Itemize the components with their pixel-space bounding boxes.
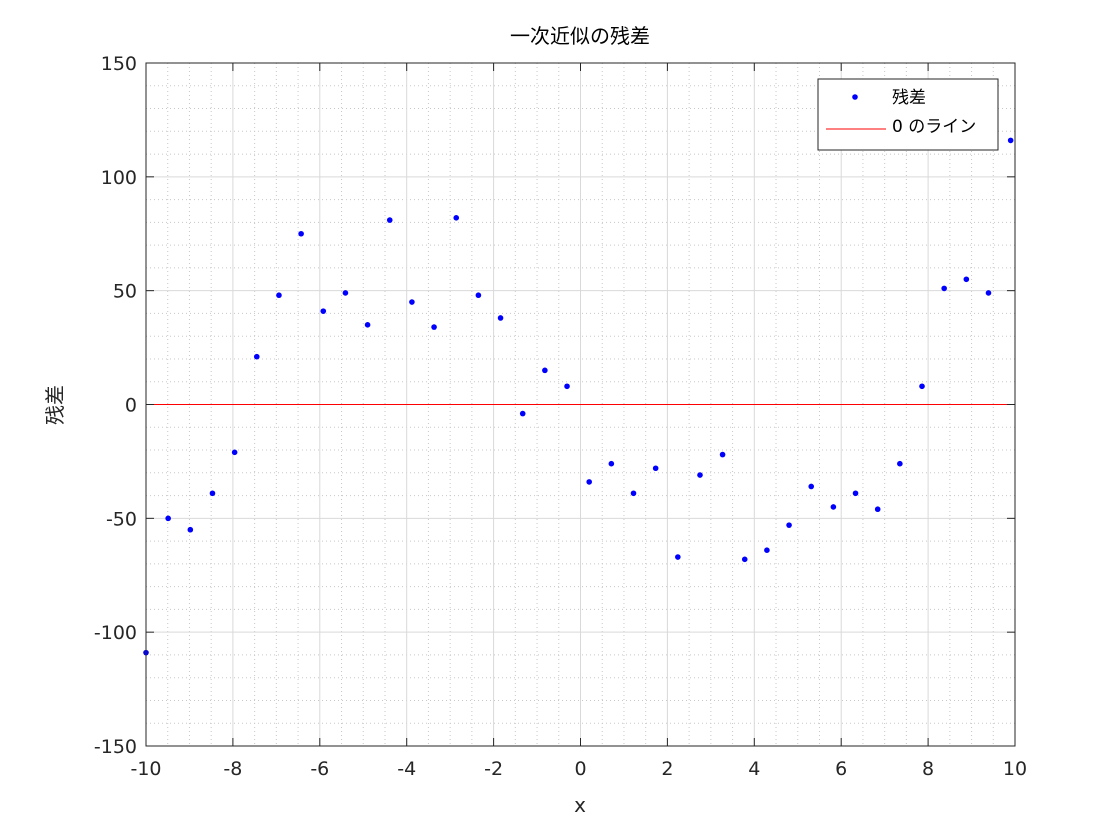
x-tick-label: -8 [223, 758, 242, 780]
residual-point [386, 217, 393, 223]
y-tick-label: 50 [113, 281, 137, 303]
residual-point [630, 490, 637, 497]
x-axis-label: x [574, 793, 586, 817]
x-tick-label: -10 [130, 758, 161, 780]
x-axis-ticks: -10 -8 -6 -4 -2 0 2 4 6 8 10 [130, 63, 1027, 780]
residual-point [963, 276, 970, 283]
residual-point [830, 504, 837, 510]
residual-point [1007, 137, 1014, 144]
residual-point [719, 451, 726, 458]
residual-point [675, 554, 681, 560]
x-tick-label: 0 [574, 758, 586, 780]
y-tick-label: 100 [101, 167, 137, 189]
residual-point [231, 449, 238, 456]
legend-box [817, 78, 999, 151]
residual-point [542, 367, 548, 374]
residual-point [941, 285, 947, 292]
legend-label-residual: 残差 [892, 88, 926, 108]
residual-point [431, 324, 437, 330]
y-tick-label: -100 [94, 622, 137, 644]
x-tick-label: 2 [661, 758, 673, 780]
residual-point [564, 383, 570, 390]
residual-point [852, 490, 859, 497]
residual-point [697, 472, 703, 478]
residual-point [187, 526, 194, 533]
residual-point [209, 490, 216, 497]
x-tick-label: 10 [1003, 758, 1027, 780]
residual-point [342, 290, 349, 296]
residual-point [165, 515, 171, 522]
residual-point [608, 460, 615, 467]
residual-point [253, 353, 260, 360]
chart-title: 一次近似の残差 [510, 24, 650, 48]
residual-point [298, 230, 304, 237]
residual-point [786, 522, 792, 528]
residual-point [985, 290, 992, 296]
y-tick-label: 0 [125, 395, 137, 417]
x-tick-label: 6 [835, 758, 847, 780]
legend: 残差 0 のライン [817, 78, 999, 151]
y-axis-label: 残差 [43, 385, 67, 425]
residual-point [919, 383, 925, 390]
legend-label-zero-line: 0 のライン [892, 117, 976, 137]
legend-marker-residual [852, 94, 858, 100]
residual-point [764, 547, 770, 554]
residual-point [741, 556, 748, 563]
residual-point [808, 483, 815, 490]
residual-point [364, 322, 371, 328]
y-tick-label: 150 [101, 53, 137, 75]
x-tick-label: -4 [397, 758, 416, 780]
residual-point [874, 506, 881, 513]
residual-point [475, 292, 482, 299]
x-tick-label: 4 [748, 758, 760, 780]
residual-point [453, 215, 460, 221]
x-tick-label: -2 [484, 758, 503, 780]
x-tick-label: -6 [310, 758, 329, 780]
residual-points [143, 137, 1014, 656]
y-axis-ticks: -150 -100 -50 0 50 100 150 [94, 53, 1015, 758]
y-tick-label: -150 [94, 736, 137, 758]
residual-point [652, 465, 659, 472]
residual-point [320, 308, 327, 314]
residual-point [276, 292, 282, 299]
residual-point [497, 315, 504, 321]
x-tick-label: 8 [922, 758, 934, 780]
residual-point [897, 460, 903, 467]
residual-point [519, 410, 526, 417]
residual-point [586, 479, 592, 485]
residual-point [409, 299, 415, 305]
y-tick-label: -50 [106, 508, 137, 530]
